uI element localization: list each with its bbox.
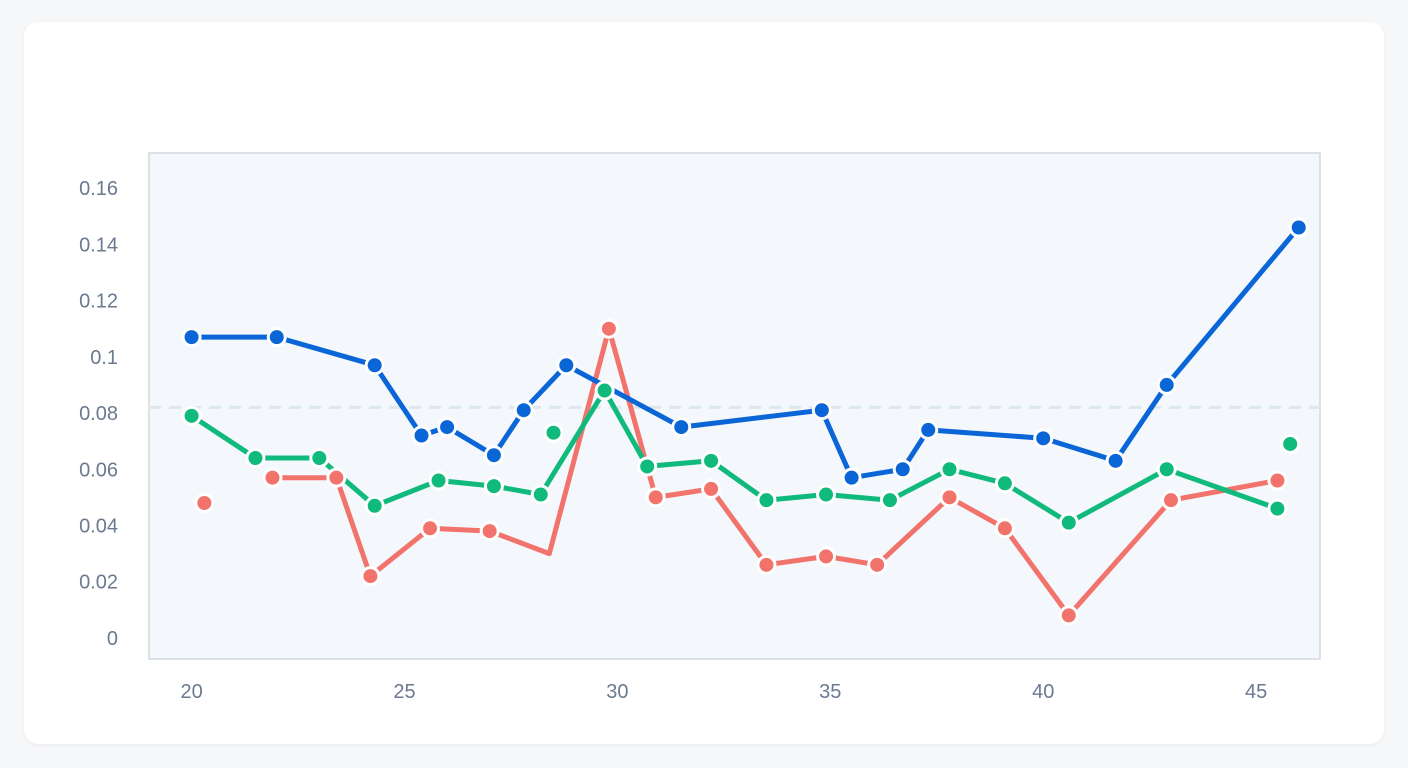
- x-tick-label: 35: [819, 681, 841, 703]
- y-tick-label: 0.12: [79, 291, 118, 313]
- data-point: [598, 318, 619, 339]
- data-point: [364, 355, 385, 376]
- data-point: [841, 467, 862, 488]
- data-point: [1280, 433, 1301, 454]
- data-point: [994, 518, 1015, 539]
- data-point: [266, 327, 287, 348]
- series-line: [189, 388, 1280, 526]
- x-tick-label: 25: [393, 681, 415, 703]
- data-point: [437, 417, 458, 438]
- data-point: [1267, 498, 1288, 519]
- data-point: [194, 492, 215, 513]
- data-point: [816, 484, 837, 505]
- data-point: [420, 518, 441, 539]
- x-tick-label: 45: [1245, 681, 1267, 703]
- data-point: [411, 425, 432, 446]
- y-tick-label: 0: [107, 628, 118, 650]
- y-tick-label: 0.16: [79, 178, 118, 200]
- data-point: [671, 417, 692, 438]
- data-point: [645, 487, 666, 508]
- data-point: [994, 473, 1015, 494]
- data-point: [483, 445, 504, 466]
- data-point: [1156, 459, 1177, 480]
- data-point: [918, 419, 939, 440]
- data-point: [892, 459, 913, 480]
- data-point: [556, 355, 577, 376]
- data-point: [181, 327, 202, 348]
- y-tick-label: 0.06: [79, 459, 118, 481]
- data-point: [1267, 470, 1288, 491]
- data-point: [939, 459, 960, 480]
- data-point: [513, 400, 534, 421]
- data-point: [326, 467, 347, 488]
- data-point: [530, 484, 551, 505]
- data-point: [364, 495, 385, 516]
- data-point: [939, 487, 960, 508]
- data-point: [309, 448, 330, 469]
- data-point: [1160, 490, 1181, 511]
- y-tick-label: 0.1: [90, 347, 118, 369]
- data-point: [245, 448, 266, 469]
- data-point: [756, 554, 777, 575]
- y-tick-label: 0.04: [79, 515, 118, 537]
- data-point: [543, 422, 564, 443]
- y-tick-label: 0.08: [79, 403, 118, 425]
- data-point: [594, 380, 615, 401]
- data-point: [1156, 374, 1177, 395]
- x-tick-label: 40: [1032, 681, 1054, 703]
- data-point: [637, 456, 658, 477]
- data-point: [360, 566, 381, 587]
- data-point: [262, 467, 283, 488]
- data-point: [1058, 512, 1079, 533]
- data-point: [428, 470, 449, 491]
- data-point: [816, 546, 837, 567]
- data-point: [811, 400, 832, 421]
- data-point: [181, 405, 202, 426]
- data-point: [1105, 450, 1126, 471]
- data-point: [756, 490, 777, 511]
- data-point: [1288, 217, 1309, 238]
- data-point: [701, 450, 722, 471]
- data-point: [879, 490, 900, 511]
- data-point: [479, 521, 500, 542]
- data-point: [701, 478, 722, 499]
- data-point: [1033, 428, 1054, 449]
- x-tick-label: 20: [180, 681, 202, 703]
- y-tick-label: 0.02: [79, 572, 118, 594]
- x-tick-label: 30: [606, 681, 628, 703]
- y-tick-label: 0.14: [79, 234, 118, 256]
- data-point: [867, 554, 888, 575]
- data-point: [483, 476, 504, 497]
- data-point: [1058, 605, 1079, 626]
